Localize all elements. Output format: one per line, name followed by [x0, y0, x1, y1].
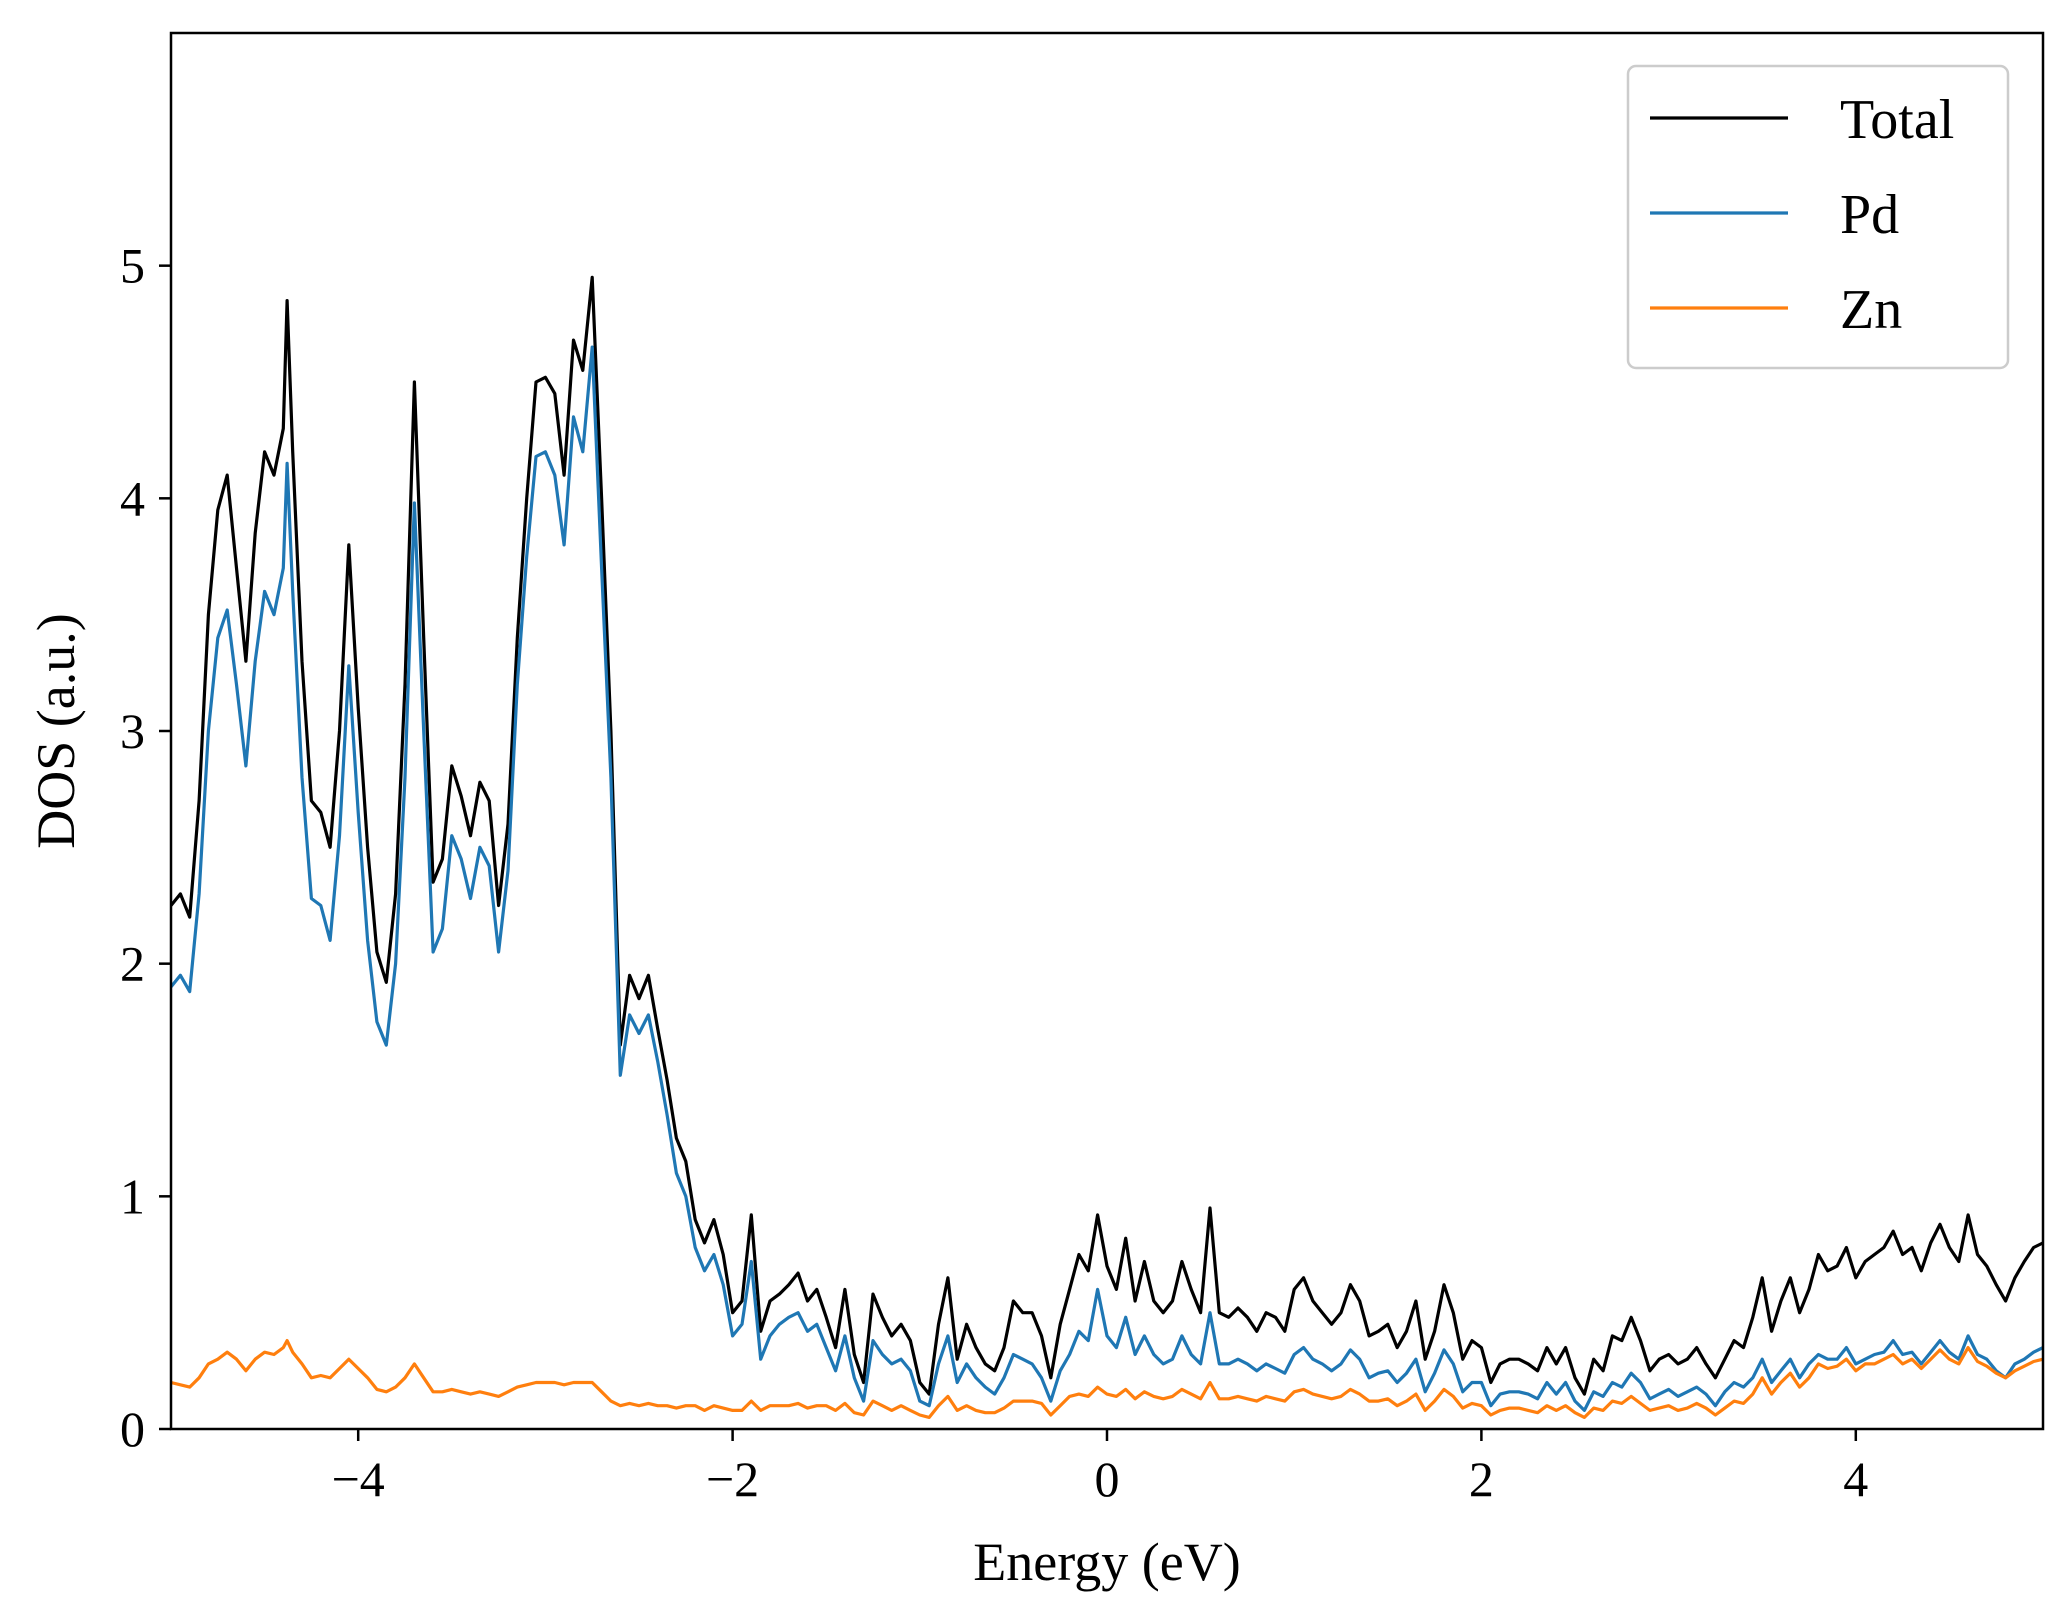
y-axis-title: DOS (a.u.)	[26, 613, 86, 848]
series-line-total	[171, 275, 2043, 1396]
series-line-pd	[171, 345, 2043, 1412]
x-axis-title: Energy (eV)	[973, 1532, 1240, 1592]
series-layer	[171, 275, 2043, 1419]
legend-box	[1626, 64, 2010, 370]
legend: Total Pd Zn	[1626, 64, 2010, 370]
x-tick-label: −2	[706, 1451, 759, 1507]
series-line-zn	[171, 1339, 2043, 1419]
y-axis: 0 1 2 3 4 5	[120, 238, 171, 1457]
legend-label-pd: Pd	[1840, 184, 1899, 246]
legend-label-total: Total	[1840, 89, 1954, 151]
x-tick-label: 0	[1095, 1451, 1120, 1507]
x-tick-label: 2	[1469, 1451, 1494, 1507]
x-axis: −4 −2 0 2 4	[332, 1429, 1868, 1507]
legend-label-zn: Zn	[1840, 279, 1902, 341]
y-tick-label: 2	[120, 936, 145, 992]
y-tick-label: 3	[120, 703, 145, 759]
x-tick-label: −4	[332, 1451, 385, 1507]
y-tick-label: 4	[120, 470, 145, 526]
y-tick-label: 1	[120, 1168, 145, 1224]
x-tick-label: 4	[1843, 1451, 1868, 1507]
y-tick-label: 0	[120, 1401, 145, 1457]
y-tick-label: 5	[120, 238, 145, 294]
